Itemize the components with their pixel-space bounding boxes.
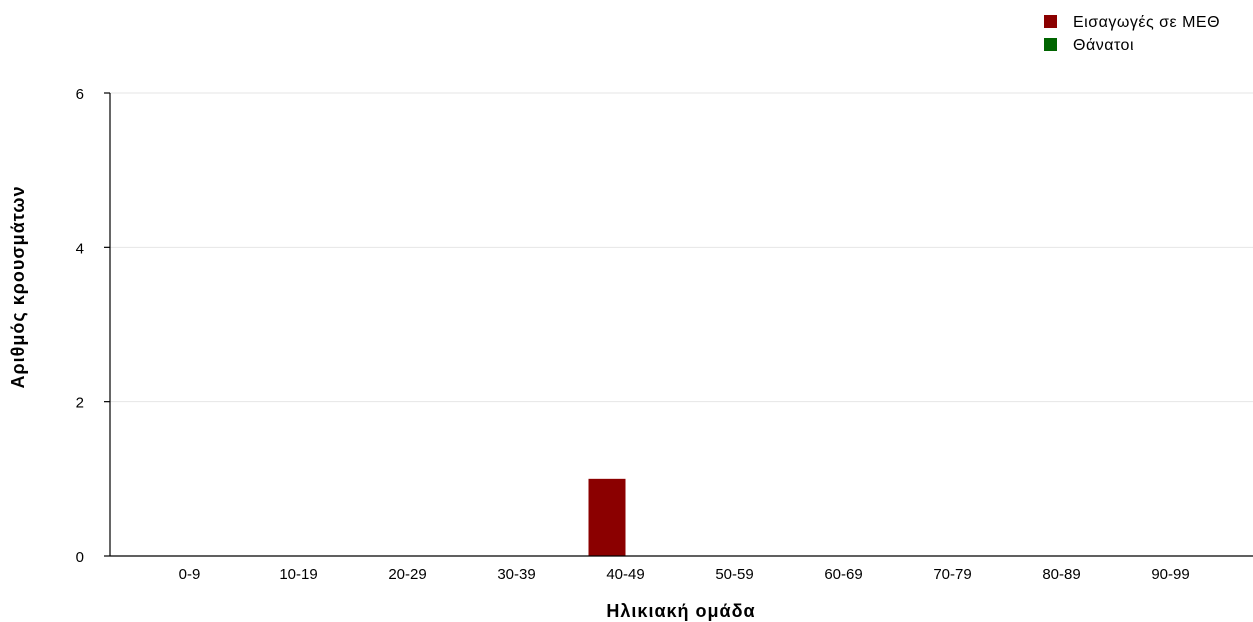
y-tick-label: 0	[76, 549, 84, 566]
bar	[588, 478, 626, 556]
grid-lines	[110, 92, 1253, 403]
x-tick-label: 10-19	[279, 566, 317, 583]
x-tick-label: 70-79	[933, 566, 971, 583]
y-tick-label: 4	[76, 240, 84, 257]
y-tick-label: 6	[76, 86, 84, 103]
y-ticks: 0 2 4 6	[76, 86, 110, 566]
legend: Εισαγωγές σε ΜΕΘ Θάνατοι	[1044, 14, 1220, 54]
x-tick-label: 60-69	[824, 566, 862, 583]
bars	[588, 478, 626, 556]
x-ticks: 0-9 10-19 20-29 30-39 40-49 50-59 60-69 70-79 80…	[179, 566, 1190, 583]
x-tick-label: 0-9	[179, 566, 201, 583]
legend-swatch	[1044, 15, 1057, 28]
legend-label: Εισαγωγές σε ΜΕΘ	[1073, 14, 1220, 31]
x-tick-label: 30-39	[497, 566, 535, 583]
legend-swatch	[1044, 38, 1057, 51]
x-tick-label: 80-89	[1042, 566, 1080, 583]
y-axis-title: Αριθμός κρουσμάτων	[8, 185, 28, 388]
x-tick-label: 40-49	[606, 566, 644, 583]
y-tick-label: 2	[76, 395, 84, 412]
legend-label: Θάνατοι	[1073, 37, 1134, 54]
x-tick-label: 20-29	[388, 566, 426, 583]
x-tick-label: 50-59	[715, 566, 753, 583]
x-tick-label: 90-99	[1151, 566, 1189, 583]
x-axis-title: Ηλικιακή ομάδα	[606, 601, 755, 621]
